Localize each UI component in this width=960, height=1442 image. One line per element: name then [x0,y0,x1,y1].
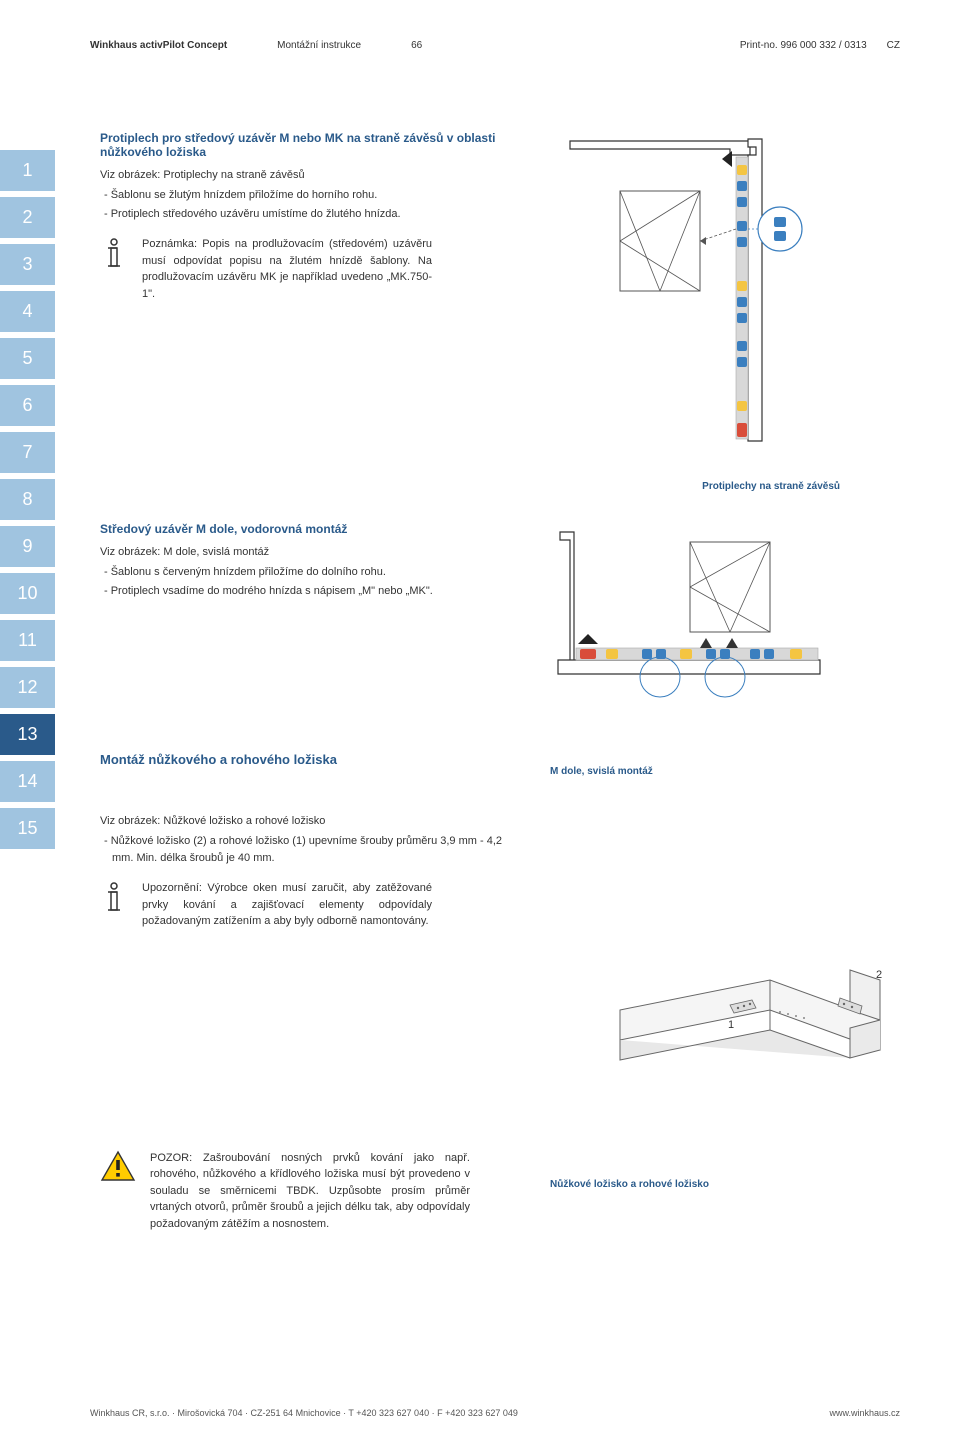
header-printno: Print-no. 996 000 332 / 0313 [740,40,867,51]
bullet: - Nůžkové ložisko (2) a rohové ložisko (… [100,833,520,866]
side-tab-12[interactable]: 12 [0,667,55,708]
side-tab-1[interactable]: 1 [0,150,55,191]
side-tab-8[interactable]: 8 [0,479,55,520]
warning-text: POZOR: Zašroubování nosných prvků kování… [150,1150,470,1233]
side-tab-5[interactable]: 5 [0,338,55,379]
side-tab-10[interactable]: 10 [0,573,55,614]
side-tab-14[interactable]: 14 [0,761,55,802]
side-tab-13[interactable]: 13 [0,714,55,755]
warning-icon [100,1150,136,1182]
side-tabs: 123456789101112131415 [0,150,60,855]
section1-viz: Viz obrázek: Protiplechy na straně závěs… [100,169,520,181]
side-tab-3[interactable]: 3 [0,244,55,285]
figure2 [550,522,830,702]
header-pagenum: 66 [411,40,422,51]
bullet: - Protiplech vsadíme do modrého hnízda s… [100,583,520,600]
fig3-label-1: 1 [728,1019,734,1031]
section1-title: Protiplech pro středový uzávěr M nebo MK… [100,131,520,159]
side-tab-7[interactable]: 7 [0,432,55,473]
figure1-caption: Protiplechy na straně závěsů [100,481,840,492]
section1-note: Poznámka: Popis na prodlužovacím (středo… [142,236,432,302]
section2-title: Středový uzávěr M dole, vodorovná montáž [100,522,520,536]
section3-note: Upozornění: Výrobce oken musí zaručit, a… [142,880,432,930]
side-tab-11[interactable]: 11 [0,620,55,661]
header-brand: Winkhaus activPilot Concept [90,40,227,51]
figure2-caption: M dole, svislá montáž [550,766,653,777]
section2-bullets: - Šablonu s červeným hnízdem přiložíme d… [100,564,520,599]
bullet: - Šablonu se žlutým hnízdem přiložíme do… [100,187,520,204]
footer-company: Winkhaus CR, s.r.o. · Mirošovická 704 · … [90,1408,518,1418]
side-tab-9[interactable]: 9 [0,526,55,567]
info-icon [100,236,128,272]
header-doctype: Montážní instrukce [277,40,361,51]
page-header: Winkhaus activPilot Concept Montážní ins… [90,40,900,51]
section1-bullets: - Šablonu se žlutým hnízdem přiložíme do… [100,187,520,222]
section2-viz: Viz obrázek: M dole, svislá montáž [100,546,520,558]
figure3: 1 2 [100,920,900,1100]
bullet: - Protiplech středového uzávěru umístíme… [100,206,520,223]
side-tab-6[interactable]: 6 [0,385,55,426]
figure3-caption: Nůžkové ložisko a rohové ložisko [550,1179,709,1190]
section3-bullets: - Nůžkové ložisko (2) a rohové ložisko (… [100,833,520,866]
header-lang: CZ [887,40,900,51]
side-tab-2[interactable]: 2 [0,197,55,238]
section3-title: Montáž nůžkového a rohového ložiska [100,752,520,767]
fig3-label-2: 2 [876,969,882,981]
bullet: - Šablonu s červeným hnízdem přiložíme d… [100,564,520,581]
page-footer: Winkhaus CR, s.r.o. · Mirošovická 704 · … [90,1408,900,1418]
info-icon [100,880,128,916]
side-tab-4[interactable]: 4 [0,291,55,332]
side-tab-15[interactable]: 15 [0,808,55,849]
section3-viz: Viz obrázek: Nůžkové ložisko a rohové lo… [100,815,520,827]
figure1 [550,131,810,461]
footer-url: www.winkhaus.cz [829,1408,900,1418]
